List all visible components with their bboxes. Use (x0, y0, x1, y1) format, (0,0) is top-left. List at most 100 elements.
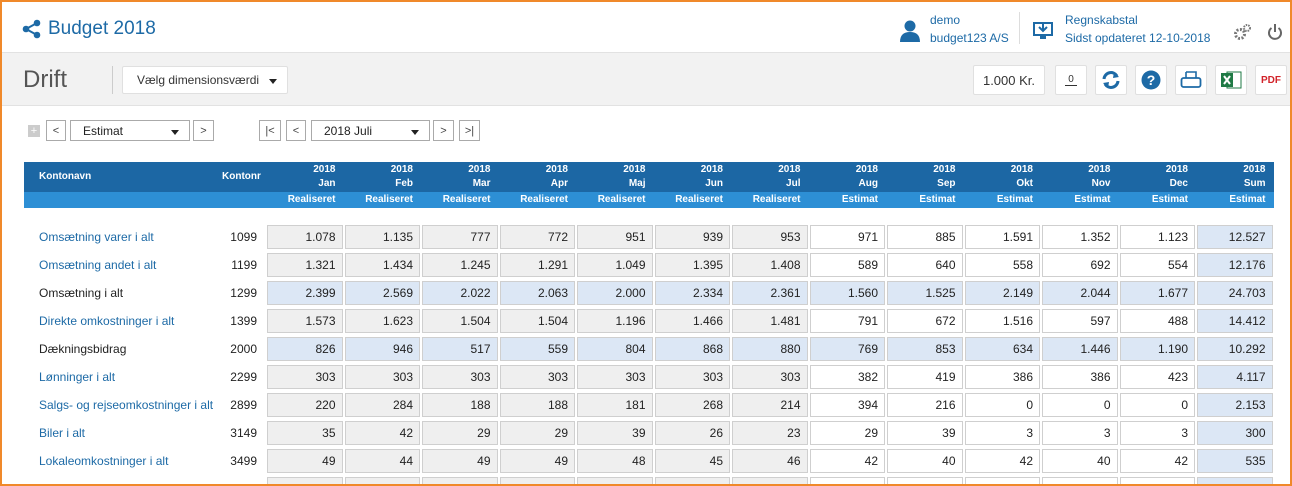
pdf-button[interactable]: PDF (1255, 65, 1287, 95)
account-name[interactable]: Direkte omkostninger i alt (39, 314, 175, 328)
period-year: 2018 (855, 164, 878, 175)
app-title: Budget 2018 (48, 18, 156, 39)
period-month: Jul (786, 178, 801, 189)
prev-period-button[interactable]: < (286, 120, 306, 141)
value-cell: 4.117 (1197, 365, 1273, 389)
excel-button[interactable] (1215, 65, 1247, 95)
period-month: Feb (395, 178, 413, 189)
user-icon[interactable] (900, 20, 920, 42)
value-cell: 0 (964, 393, 1040, 417)
settings-icon[interactable] (1234, 24, 1252, 40)
last-updated: Sidst opdateret 12-10-2018 (1065, 31, 1211, 45)
account-name[interactable]: Salgs- og rejseomkostninger i alt (39, 398, 214, 412)
last-period-button[interactable]: >| (459, 120, 480, 141)
value-cell: 951 (577, 225, 653, 249)
value-cell: 188 (499, 393, 575, 417)
value-cell: 826 (267, 337, 343, 361)
period-month: Jan (318, 178, 336, 189)
value-cell (422, 477, 498, 484)
value-cell: 777 (422, 225, 498, 249)
value-cell (1197, 477, 1273, 484)
value-cell: 303 (499, 365, 575, 389)
user-name[interactable]: demo (930, 13, 961, 27)
expand-toggle[interactable]: + (28, 125, 40, 137)
value-cell (1119, 477, 1195, 484)
value-cell: 1.591 (964, 225, 1040, 249)
app-header: Budget 2018 demo budget123 A/S Regnskabs… (2, 2, 1290, 53)
period-month: Aug (858, 178, 878, 189)
period-select[interactable]: 2018 Juli (311, 120, 430, 141)
value-cell: 49 (422, 449, 498, 473)
period-value: 2018 Juli (324, 123, 373, 138)
page-title: Drift (23, 66, 67, 93)
value-cell: 1.408 (732, 253, 808, 277)
company-name[interactable]: budget123 A/S (930, 31, 1009, 45)
value-cell: 488 (1119, 309, 1195, 333)
next-scenario-button[interactable]: > (193, 120, 214, 141)
period-type: Realiseret (365, 194, 413, 205)
period-year: 2018 (1010, 164, 1033, 175)
refresh-button[interactable] (1095, 65, 1127, 95)
prev-scenario-button[interactable]: < (46, 120, 66, 141)
period-year: 2018 (313, 164, 336, 175)
value-cell: 303 (344, 365, 420, 389)
value-cell: 1.466 (654, 309, 730, 333)
dimension-dropdown[interactable]: Vælg dimensionsværdi (122, 66, 288, 94)
value-cell (964, 477, 1040, 484)
value-cell: 1.190 (1119, 337, 1195, 361)
account-name[interactable]: Omsætning andet i alt (39, 258, 157, 272)
help-button[interactable]: ? (1135, 65, 1167, 95)
period-month: Sum (1243, 178, 1266, 189)
value-cell: 953 (732, 225, 808, 249)
unit-button[interactable]: 1.000 Kr. (973, 65, 1045, 95)
data-source-icon[interactable] (1033, 20, 1053, 40)
account-name[interactable]: Lønninger i alt (39, 370, 116, 384)
period-type: Realiseret (597, 194, 646, 205)
value-cell: 29 (499, 421, 575, 445)
account-name[interactable]: Lokaleomkostninger i alt (39, 454, 169, 468)
decimals-button[interactable]: 0 (1055, 65, 1087, 95)
value-cell: 2.334 (654, 281, 730, 305)
period-year: 2018 (778, 164, 801, 175)
value-cell: 769 (809, 337, 885, 361)
value-cell: 188 (422, 393, 498, 417)
data-source[interactable]: Regnskabstal (1065, 13, 1138, 27)
value-cell: 423 (1119, 365, 1195, 389)
separator (112, 66, 113, 94)
scenario-select[interactable]: Estimat (70, 120, 190, 141)
account-number: 3149 (230, 426, 257, 440)
value-cell: 300 (1197, 421, 1273, 445)
period-month: Mar (472, 178, 491, 189)
value-cell: 791 (809, 309, 885, 333)
value-cell: 29 (422, 421, 498, 445)
value-cell (499, 477, 575, 484)
period-month: Apr (550, 178, 568, 189)
value-cell: 2.399 (267, 281, 343, 305)
print-button[interactable] (1175, 65, 1207, 95)
period-year: 2018 (468, 164, 491, 175)
next-period-button[interactable]: > (433, 120, 454, 141)
period-type: Estimat (1229, 194, 1266, 205)
period-type: Realiseret (675, 194, 723, 205)
account-name[interactable]: Biler i alt (39, 426, 86, 440)
period-type: Realiseret (520, 194, 568, 205)
value-cell: 558 (964, 253, 1040, 277)
account-name[interactable]: Omsætning varer i alt (39, 230, 154, 244)
value-cell: 12.527 (1197, 225, 1273, 249)
account-number: 2000 (230, 342, 257, 356)
value-cell: 2.153 (1197, 393, 1273, 417)
logout-icon[interactable] (1267, 23, 1283, 41)
value-cell: 39 (887, 421, 963, 445)
value-cell: 42 (344, 421, 420, 445)
value-cell: 1.196 (577, 309, 653, 333)
value-cell: 971 (809, 225, 885, 249)
account-number: 1399 (230, 314, 257, 328)
value-cell: 1.560 (809, 281, 885, 305)
value-cell: 303 (422, 365, 498, 389)
account-number: 2299 (230, 370, 257, 384)
value-cell: 3 (964, 421, 1040, 445)
period-year: 2018 (700, 164, 723, 175)
first-period-button[interactable]: |< (259, 120, 281, 141)
value-cell: 2.149 (964, 281, 1040, 305)
